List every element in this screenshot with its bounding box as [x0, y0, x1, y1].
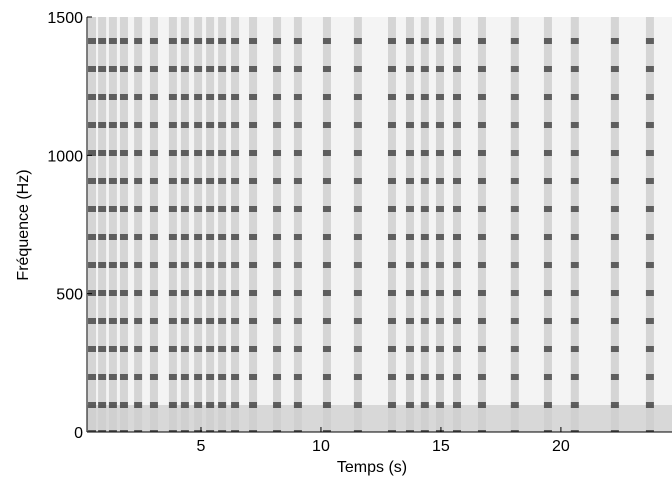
pulse	[218, 17, 227, 432]
pulse	[273, 17, 282, 432]
pulse	[610, 17, 619, 432]
pulse	[477, 17, 486, 432]
pulse	[88, 17, 97, 432]
pulse	[249, 17, 258, 432]
pulse	[168, 17, 177, 432]
pulse	[322, 17, 331, 432]
pulse	[231, 17, 240, 432]
pulse	[543, 17, 552, 432]
pulse	[570, 17, 579, 432]
pulse	[98, 17, 107, 432]
pulse	[119, 17, 128, 432]
y-tick-label: 0	[74, 425, 83, 442]
pulse	[194, 17, 203, 432]
x-tick-label: 5	[197, 438, 206, 455]
pulse	[134, 17, 143, 432]
pulse	[387, 17, 396, 432]
x-axis-label: Temps (s)	[337, 459, 407, 476]
pulse	[420, 17, 429, 432]
y-tick-label: 500	[56, 287, 83, 304]
pulse	[435, 17, 444, 432]
pulse	[293, 17, 302, 432]
pulse	[206, 17, 215, 432]
pulse	[149, 17, 158, 432]
pulse	[180, 17, 189, 432]
x-tick-label: 20	[552, 438, 570, 455]
y-tick-label: 1500	[47, 10, 83, 27]
x-tick-label: 15	[432, 438, 450, 455]
pulse	[405, 17, 414, 432]
y-axis-label: Fréquence (Hz)	[15, 169, 32, 280]
pulse	[510, 17, 519, 432]
pulse	[353, 17, 362, 432]
pulse	[453, 17, 462, 432]
pulse	[645, 17, 654, 432]
x-tick-label: 10	[312, 438, 330, 455]
pulse	[108, 17, 117, 432]
y-tick-label: 1000	[47, 148, 83, 165]
